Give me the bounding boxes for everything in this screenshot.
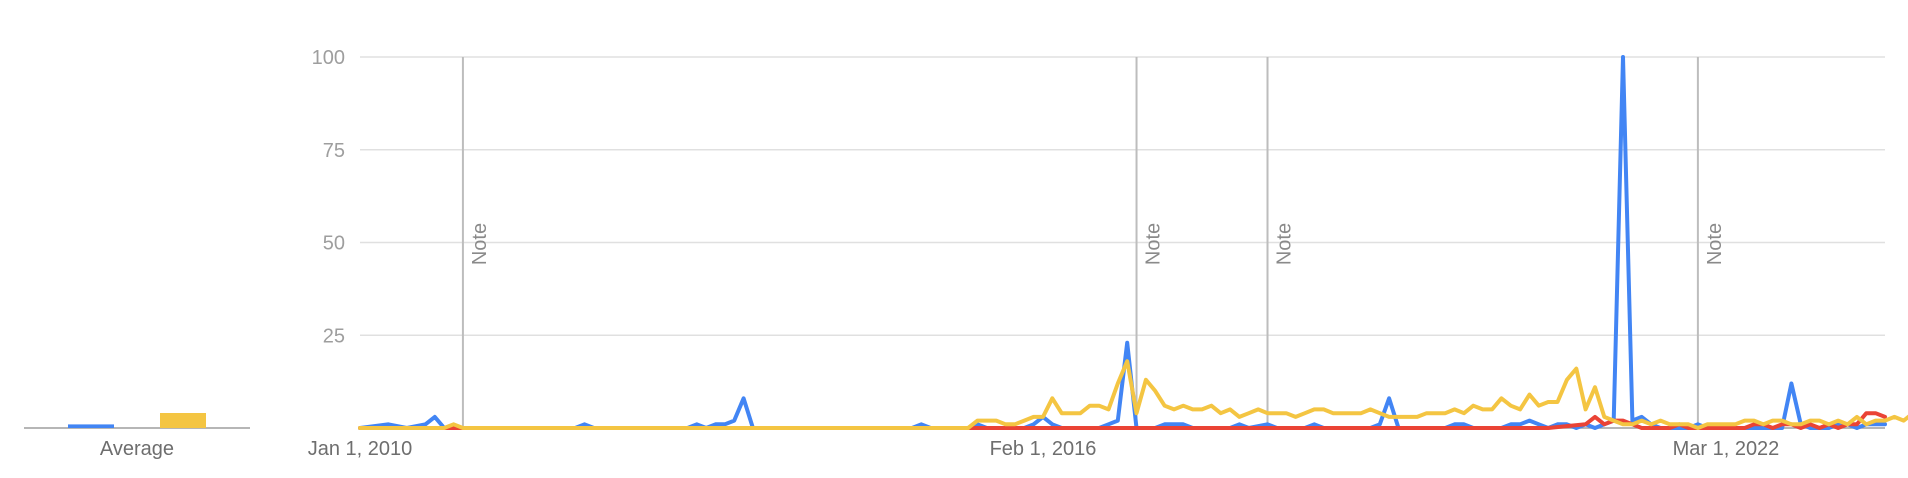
average-bar-yellow[interactable] [160,413,206,428]
annotations: Note Note Note Note [461,57,1726,428]
average-label: Average [100,438,174,460]
grid: 100 75 50 25 [312,47,1885,347]
x-tick-label: Jan 1, 2010 [308,438,413,460]
series-layer [358,55,1908,430]
y-tick-label: 100 [312,47,345,69]
average-panel: Average [24,413,250,460]
x-tick-label: Mar 1, 2022 [1673,438,1780,460]
y-tick-label: 75 [323,140,345,162]
x-tick-label: Feb 1, 2016 [990,438,1097,460]
y-tick-label: 50 [323,233,345,255]
note-label[interactable]: Note [1704,223,1726,265]
note-label[interactable]: Note [469,223,491,265]
note-label[interactable]: Note [1143,223,1165,265]
average-bar-blue[interactable] [68,424,114,428]
axes: Jan 1, 2010 Feb 1, 2016 Mar 1, 2022 [308,427,1885,460]
series-line-3[interactable] [358,359,1908,430]
note-label[interactable]: Note [1274,223,1296,265]
series-line-2[interactable] [358,411,1887,430]
y-tick-label: 25 [323,325,345,347]
